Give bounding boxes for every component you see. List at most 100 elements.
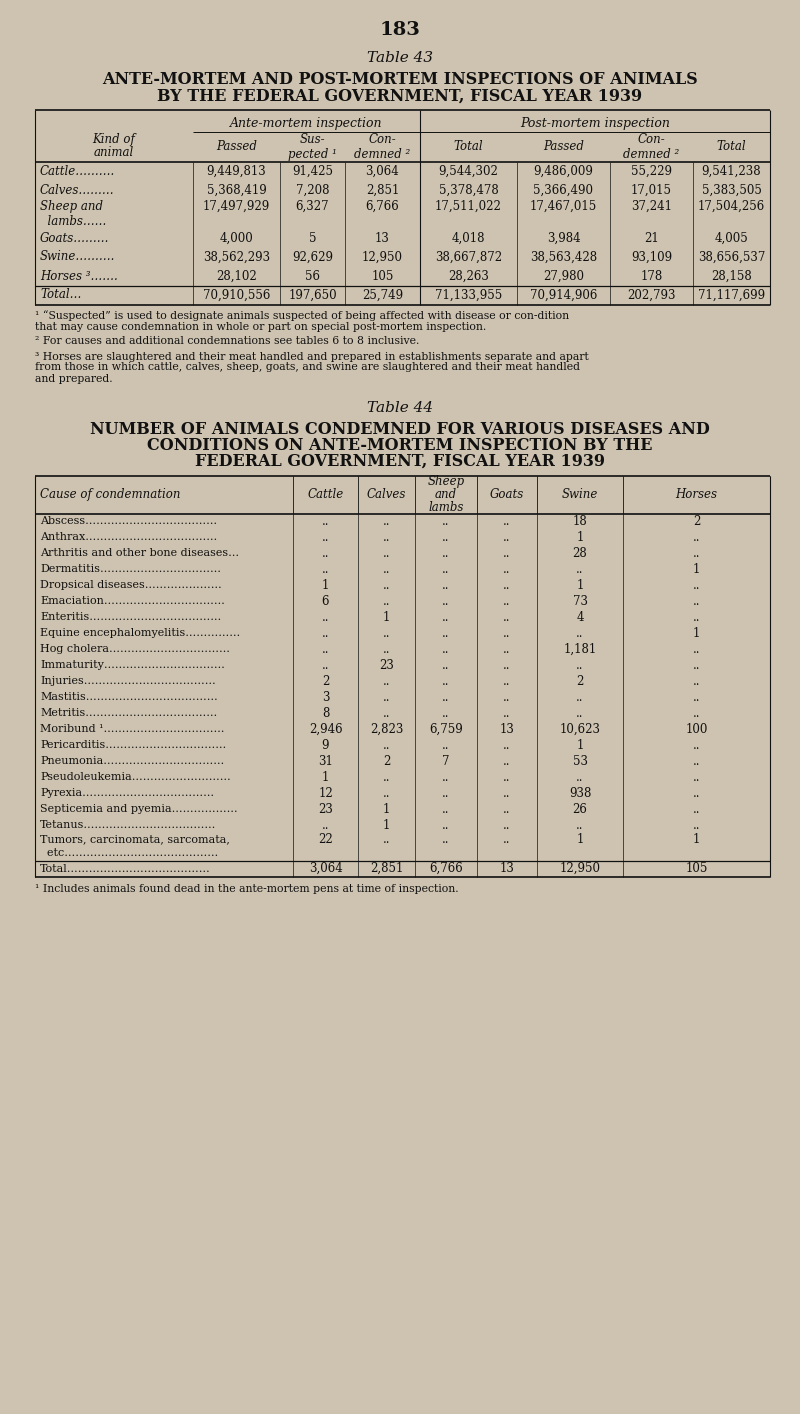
- Text: Tetanus………………………………: Tetanus………………………………: [40, 820, 216, 830]
- Text: 6,327: 6,327: [296, 201, 330, 214]
- Text: ..: ..: [322, 626, 330, 641]
- Text: 9,486,009: 9,486,009: [534, 165, 594, 178]
- Text: Pneumonia……………………………: Pneumonia……………………………: [40, 756, 224, 766]
- Text: ..: ..: [442, 659, 450, 672]
- Text: 28,263: 28,263: [448, 270, 489, 283]
- Text: 4,018: 4,018: [452, 232, 486, 245]
- Text: ² For causes and additional condemnations see tables 6 to 8 inclusive.: ² For causes and additional condemnation…: [35, 337, 419, 346]
- Text: ..: ..: [442, 833, 450, 846]
- Text: 1: 1: [383, 819, 390, 831]
- Text: ¹ “Suspected” is used to designate animals suspected of being affected with dise: ¹ “Suspected” is used to designate anima…: [35, 310, 569, 321]
- Text: BY THE FEDERAL GOVERNMENT, FISCAL YEAR 1939: BY THE FEDERAL GOVERNMENT, FISCAL YEAR 1…: [158, 88, 642, 105]
- Text: 1: 1: [693, 563, 700, 575]
- Text: Anthrax………………………………: Anthrax………………………………: [40, 533, 218, 543]
- Text: 17,497,929: 17,497,929: [203, 201, 270, 214]
- Text: Hog cholera……………………………: Hog cholera……………………………: [40, 645, 230, 655]
- Text: ..: ..: [693, 707, 700, 720]
- Text: 3,064: 3,064: [309, 863, 342, 875]
- Text: ..: ..: [442, 563, 450, 575]
- Text: ..: ..: [503, 674, 510, 689]
- Text: 2: 2: [322, 674, 329, 689]
- Text: ..: ..: [503, 771, 510, 783]
- Text: 28: 28: [573, 547, 587, 560]
- Text: Table 44: Table 44: [367, 400, 433, 414]
- Text: ..: ..: [693, 532, 700, 544]
- Text: ..: ..: [382, 833, 390, 846]
- Text: and: and: [435, 488, 457, 501]
- Text: 1: 1: [322, 578, 329, 592]
- Text: 56: 56: [305, 270, 320, 283]
- Text: ..: ..: [576, 771, 584, 783]
- Text: 938: 938: [569, 788, 591, 800]
- Text: ..: ..: [503, 578, 510, 592]
- Text: Mastitis………………………………: Mastitis………………………………: [40, 693, 218, 703]
- Text: 3: 3: [322, 691, 330, 704]
- Text: Dropsical diseases…………………: Dropsical diseases…………………: [40, 581, 222, 591]
- Text: ..: ..: [442, 595, 450, 608]
- Text: ..: ..: [442, 740, 450, 752]
- Text: ..: ..: [442, 611, 450, 624]
- Text: 70,910,556: 70,910,556: [203, 288, 270, 301]
- Text: ..: ..: [693, 691, 700, 704]
- Text: 6,766: 6,766: [429, 863, 463, 875]
- Text: 38,667,872: 38,667,872: [435, 250, 502, 263]
- Text: 5,383,505: 5,383,505: [702, 184, 762, 197]
- Text: 105: 105: [686, 863, 708, 875]
- Text: Pseudoleukemia………………………: Pseudoleukemia………………………: [40, 772, 230, 782]
- Text: ..: ..: [693, 611, 700, 624]
- Text: ..: ..: [503, 740, 510, 752]
- Text: 5,378,478: 5,378,478: [438, 184, 498, 197]
- Text: 55,229: 55,229: [631, 165, 672, 178]
- Text: Metritis………………………………: Metritis………………………………: [40, 708, 218, 718]
- Text: ..: ..: [693, 674, 700, 689]
- Text: ..: ..: [576, 819, 584, 831]
- Text: ..: ..: [322, 532, 330, 544]
- Text: ..: ..: [503, 755, 510, 768]
- Text: 5,366,490: 5,366,490: [534, 184, 594, 197]
- Text: 7,208: 7,208: [296, 184, 330, 197]
- Text: 1: 1: [576, 833, 584, 846]
- Text: from those in which cattle, calves, sheep, goats, and swine are slaughtered and : from those in which cattle, calves, shee…: [35, 362, 580, 372]
- Text: ..: ..: [382, 643, 390, 656]
- Text: Septicemia and pyemia………………: Septicemia and pyemia………………: [40, 805, 238, 814]
- Text: 1: 1: [693, 626, 700, 641]
- Text: ..: ..: [503, 788, 510, 800]
- Text: Dermatitis……………………………: Dermatitis……………………………: [40, 564, 221, 574]
- Text: 2,823: 2,823: [370, 723, 403, 737]
- Text: ..: ..: [503, 595, 510, 608]
- Text: 17,511,022: 17,511,022: [435, 201, 502, 214]
- Text: ¹ Includes animals found dead in the ante-mortem pens at time of inspection.: ¹ Includes animals found dead in the ant…: [35, 884, 458, 894]
- Text: ..: ..: [442, 643, 450, 656]
- Text: Enteritis………………………………: Enteritis………………………………: [40, 612, 222, 622]
- Text: ..: ..: [693, 578, 700, 592]
- Text: Ante-mortem inspection: Ante-mortem inspection: [230, 117, 382, 130]
- Text: 22: 22: [318, 833, 333, 846]
- Text: Sheep: Sheep: [427, 475, 465, 488]
- Text: ..: ..: [382, 771, 390, 783]
- Text: 31: 31: [318, 755, 333, 768]
- Text: ³ Horses are slaughtered and their meat handled and prepared in establishments s: ³ Horses are slaughtered and their meat …: [35, 352, 589, 362]
- Text: 25,749: 25,749: [362, 288, 403, 301]
- Text: ..: ..: [576, 691, 584, 704]
- Text: ..: ..: [442, 547, 450, 560]
- Text: Total…: Total…: [40, 288, 82, 301]
- Text: 3,984: 3,984: [546, 232, 580, 245]
- Text: 2,851: 2,851: [366, 184, 399, 197]
- Text: ..: ..: [442, 819, 450, 831]
- Text: 6,759: 6,759: [429, 723, 463, 737]
- Text: Passed: Passed: [543, 140, 584, 154]
- Text: 38,562,293: 38,562,293: [203, 250, 270, 263]
- Text: ..: ..: [382, 547, 390, 560]
- Text: ..: ..: [382, 626, 390, 641]
- Text: 71,117,699: 71,117,699: [698, 288, 765, 301]
- Text: ..: ..: [322, 515, 330, 527]
- Text: Calves………: Calves………: [40, 184, 114, 197]
- Text: 28,158: 28,158: [711, 270, 752, 283]
- Text: ..: ..: [503, 691, 510, 704]
- Text: ..: ..: [442, 691, 450, 704]
- Text: Pericarditis……………………………: Pericarditis……………………………: [40, 741, 226, 751]
- Text: lambs: lambs: [428, 501, 464, 513]
- Text: Calves: Calves: [367, 488, 406, 501]
- Text: demned ²: demned ²: [623, 148, 680, 161]
- Text: 13: 13: [499, 723, 514, 737]
